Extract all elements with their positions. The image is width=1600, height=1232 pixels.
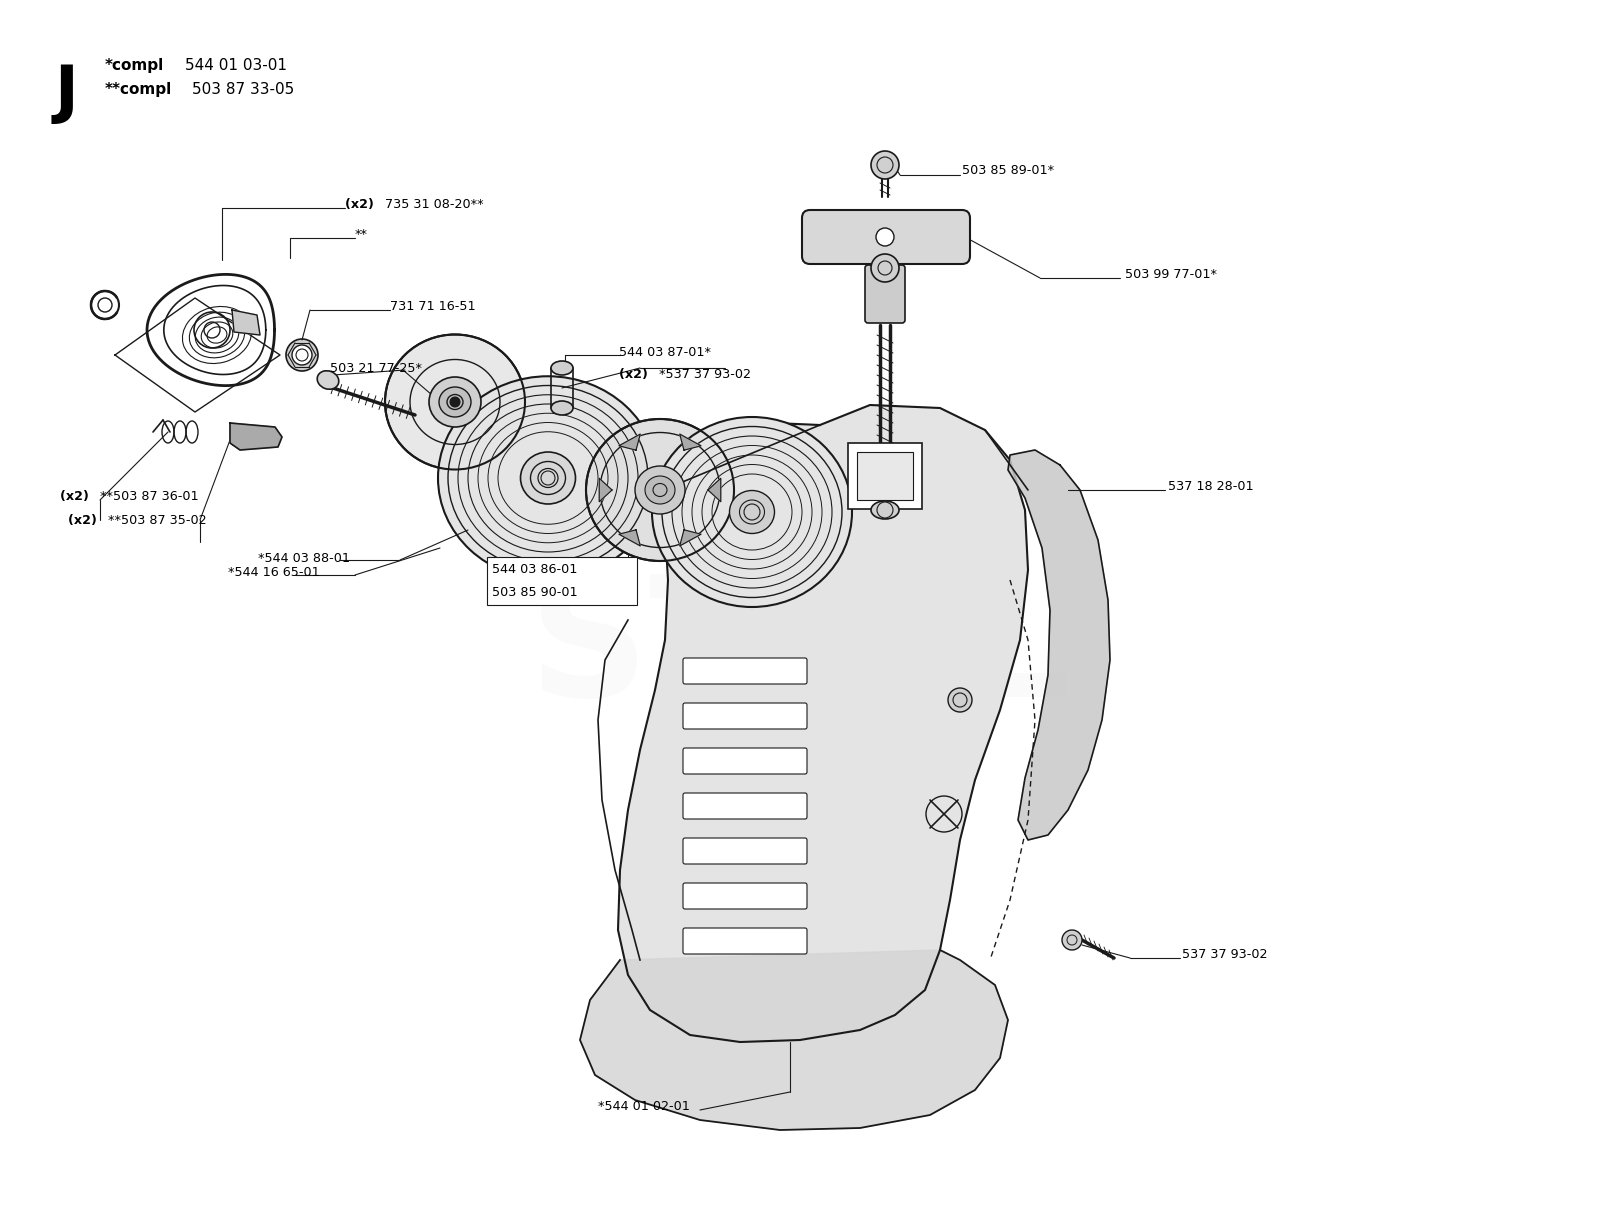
Polygon shape xyxy=(619,434,640,450)
Text: 503 85 89-01*: 503 85 89-01* xyxy=(962,164,1054,176)
Text: *compl: *compl xyxy=(106,58,165,73)
FancyBboxPatch shape xyxy=(866,265,906,323)
Text: 503 21 77-25*: 503 21 77-25* xyxy=(330,361,422,375)
Polygon shape xyxy=(581,950,1008,1130)
Ellipse shape xyxy=(730,490,774,533)
Circle shape xyxy=(1062,930,1082,950)
Ellipse shape xyxy=(317,371,339,389)
FancyBboxPatch shape xyxy=(683,838,806,864)
Text: 503 99 77-01*: 503 99 77-01* xyxy=(1125,267,1218,281)
Polygon shape xyxy=(600,478,613,501)
Text: J: J xyxy=(54,62,78,124)
Ellipse shape xyxy=(520,452,576,504)
Text: 735 31 08-20**: 735 31 08-20** xyxy=(386,197,483,211)
Ellipse shape xyxy=(550,361,573,375)
Text: **503 87 35-02: **503 87 35-02 xyxy=(109,514,206,526)
Text: **compl: **compl xyxy=(106,83,173,97)
Polygon shape xyxy=(680,530,701,546)
Text: **503 87 36-01: **503 87 36-01 xyxy=(101,489,198,503)
Circle shape xyxy=(293,345,312,365)
Circle shape xyxy=(870,152,899,179)
Ellipse shape xyxy=(438,387,470,416)
Ellipse shape xyxy=(635,466,685,514)
Polygon shape xyxy=(709,478,720,501)
Text: 503 87 33-05: 503 87 33-05 xyxy=(192,83,294,97)
Polygon shape xyxy=(680,434,701,450)
Circle shape xyxy=(877,228,894,246)
Text: (x2): (x2) xyxy=(61,489,93,503)
Circle shape xyxy=(450,397,461,407)
Circle shape xyxy=(286,339,318,371)
Text: 544 03 87-01*: 544 03 87-01* xyxy=(619,345,710,359)
FancyBboxPatch shape xyxy=(848,444,922,509)
FancyBboxPatch shape xyxy=(683,703,806,729)
Text: (x2): (x2) xyxy=(619,367,653,381)
Text: 544 01 03-01: 544 01 03-01 xyxy=(186,58,286,73)
FancyBboxPatch shape xyxy=(683,658,806,684)
Ellipse shape xyxy=(550,400,573,415)
Polygon shape xyxy=(619,530,640,546)
FancyBboxPatch shape xyxy=(683,748,806,774)
Ellipse shape xyxy=(586,419,734,561)
Polygon shape xyxy=(618,405,1027,1042)
FancyBboxPatch shape xyxy=(683,928,806,954)
Text: **: ** xyxy=(355,228,368,240)
FancyBboxPatch shape xyxy=(802,209,970,264)
Polygon shape xyxy=(232,310,261,335)
Text: *537 37 93-02: *537 37 93-02 xyxy=(659,367,750,381)
Circle shape xyxy=(949,687,973,712)
Text: 544 03 86-01: 544 03 86-01 xyxy=(493,563,578,575)
FancyBboxPatch shape xyxy=(486,557,637,605)
Ellipse shape xyxy=(438,376,658,580)
FancyBboxPatch shape xyxy=(683,883,806,909)
Text: 537 18 28-01: 537 18 28-01 xyxy=(1168,479,1254,493)
Text: 731 71 16-51: 731 71 16-51 xyxy=(390,299,475,313)
Polygon shape xyxy=(230,423,282,450)
Polygon shape xyxy=(1008,450,1110,840)
FancyBboxPatch shape xyxy=(683,793,806,819)
Text: (x2): (x2) xyxy=(69,514,101,526)
Text: 503 85 90-01: 503 85 90-01 xyxy=(493,585,578,599)
Text: *544 16 65-01: *544 16 65-01 xyxy=(229,565,320,579)
Ellipse shape xyxy=(386,335,525,469)
Text: *544 03 88-01: *544 03 88-01 xyxy=(258,552,350,564)
Text: STIHL: STIHL xyxy=(530,568,1070,732)
Circle shape xyxy=(870,254,899,282)
Text: (x2): (x2) xyxy=(346,197,378,211)
FancyBboxPatch shape xyxy=(858,452,914,500)
Ellipse shape xyxy=(653,416,853,607)
Text: 537 37 93-02: 537 37 93-02 xyxy=(1182,947,1267,961)
Ellipse shape xyxy=(645,476,675,504)
Text: *544 01 02-01: *544 01 02-01 xyxy=(598,1099,690,1112)
Ellipse shape xyxy=(429,377,482,428)
Ellipse shape xyxy=(870,501,899,519)
